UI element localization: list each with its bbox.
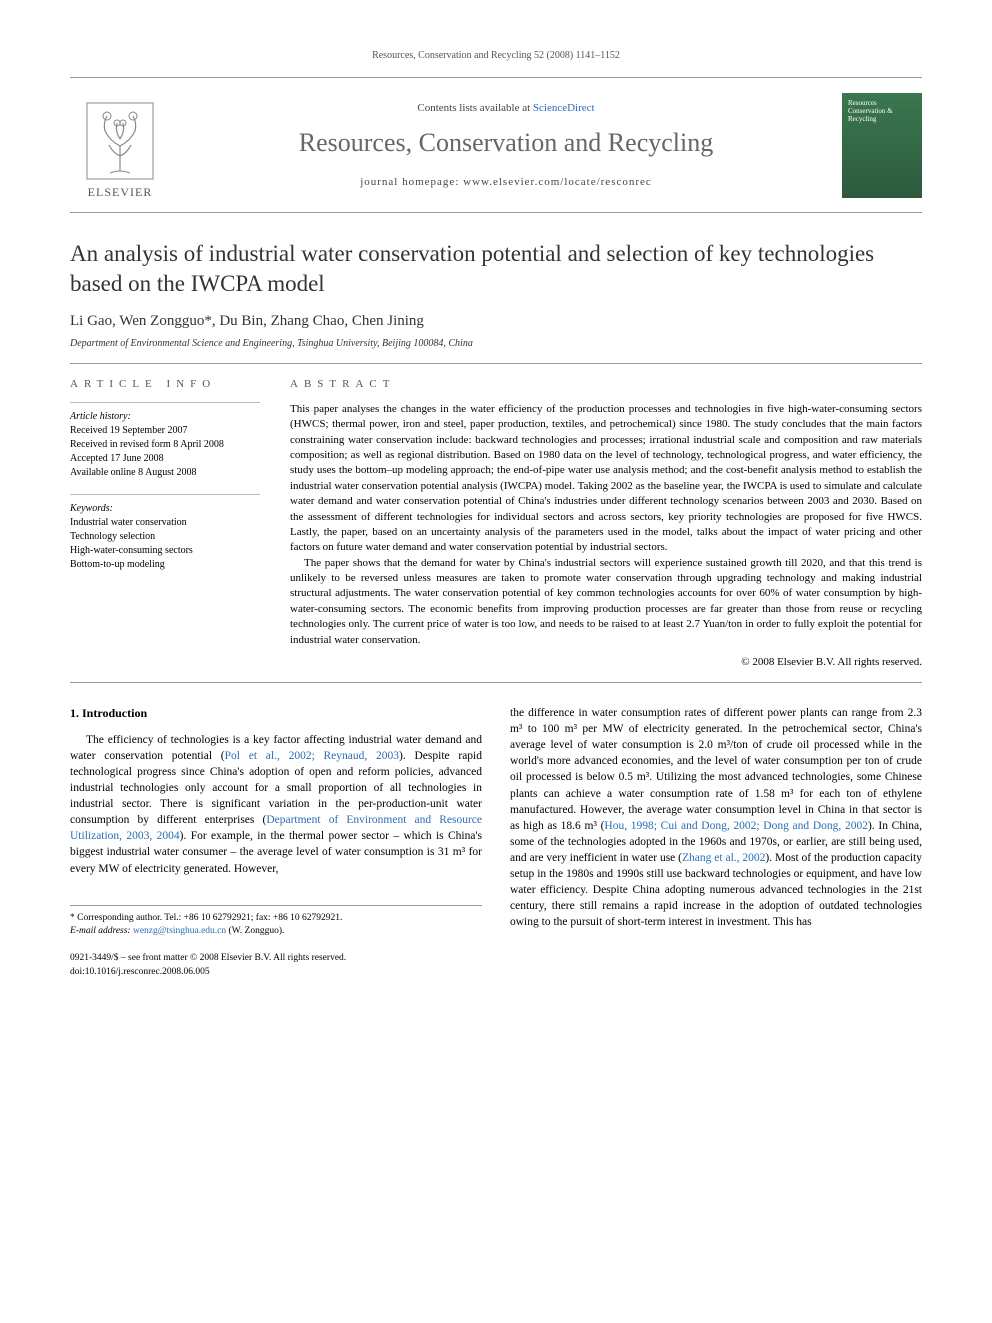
abstract-heading: ABSTRACT (290, 378, 922, 390)
abstract-text: This paper analyses the changes in the w… (290, 402, 922, 648)
cover-line3: Recycling (848, 115, 916, 123)
article-title: An analysis of industrial water conserva… (70, 239, 922, 299)
keyword-1: Industrial water conservation (70, 516, 260, 530)
article-authors: Li Gao, Wen Zongguo*, Du Bin, Zhang Chao… (70, 313, 922, 330)
history-label: Article history: (70, 411, 260, 422)
journal-name: Resources, Conservation and Recycling (188, 128, 824, 158)
masthead-center: Contents lists available at ScienceDirec… (188, 102, 824, 188)
body-columns: 1. Introduction The efficiency of techno… (70, 705, 922, 979)
keyword-2: Technology selection (70, 530, 260, 544)
body-col2-paragraph: the difference in water consumption rate… (510, 705, 922, 930)
sciencedirect-link[interactable]: ScienceDirect (533, 102, 595, 114)
cover-line1: Resources (848, 99, 916, 107)
corresponding-author-note: * Corresponding author. Tel.: +86 10 627… (70, 912, 482, 925)
body-col1-paragraph: The efficiency of technologies is a key … (70, 732, 482, 877)
keywords-label: Keywords: (70, 503, 260, 514)
citation-hou-cui-dong[interactable]: Hou, 1998; Cui and Dong, 2002; Dong and … (604, 820, 868, 832)
section-1-heading: 1. Introduction (70, 705, 482, 722)
elsevier-tree-icon (85, 101, 155, 181)
journal-homepage: journal homepage: www.elsevier.com/locat… (188, 176, 824, 188)
publisher-name: ELSEVIER (88, 185, 153, 200)
keywords-block: Keywords: Industrial water conservation … (70, 494, 260, 572)
email-line: E-mail address: wenzg@tsinghua.edu.cn (W… (70, 925, 482, 938)
email-label: E-mail address: (70, 926, 133, 936)
header-rule-bottom (70, 212, 922, 213)
abstract-copyright: © 2008 Elsevier B.V. All rights reserved… (290, 656, 922, 668)
journal-cover-thumbnail: Resources Conservation & Recycling (842, 93, 922, 198)
citation-zhang[interactable]: Zhang et al., 2002 (682, 852, 765, 864)
article-info-heading: ARTICLE INFO (70, 378, 260, 390)
abstract-p1: This paper analyses the changes in the w… (290, 402, 922, 556)
history-accepted: Accepted 17 June 2008 (70, 452, 260, 466)
footer-line-2: doi:10.1016/j.resconrec.2008.06.005 (70, 966, 482, 979)
body-column-left: 1. Introduction The efficiency of techno… (70, 705, 482, 979)
publisher-logo: ELSEVIER (70, 90, 170, 200)
keyword-3: High-water-consuming sectors (70, 544, 260, 558)
article-history-block: Article history: Received 19 September 2… (70, 402, 260, 480)
page-container: Resources, Conservation and Recycling 52… (0, 0, 992, 1019)
contents-line: Contents lists available at ScienceDirec… (188, 102, 824, 114)
article-affiliation: Department of Environmental Science and … (70, 338, 922, 349)
corresponding-email-link[interactable]: wenzg@tsinghua.edu.cn (133, 926, 226, 936)
article-info-column: ARTICLE INFO Article history: Received 1… (70, 364, 260, 682)
abstract-p2: The paper shows that the demand for wate… (290, 556, 922, 648)
footnotes-block: * Corresponding author. Tel.: +86 10 627… (70, 905, 482, 939)
cover-line2: Conservation & (848, 107, 916, 115)
footer-bar: 0921-3449/$ – see front matter © 2008 El… (70, 952, 482, 979)
history-revised: Received in revised form 8 April 2008 (70, 438, 260, 452)
body-column-right: the difference in water consumption rate… (510, 705, 922, 979)
contents-prefix: Contents lists available at (417, 102, 532, 114)
running-header: Resources, Conservation and Recycling 52… (70, 50, 922, 61)
body-text-2a: the difference in water consumption rate… (510, 707, 922, 832)
masthead: ELSEVIER Contents lists available at Sci… (70, 78, 922, 212)
abstract-column: ABSTRACT This paper analyses the changes… (290, 364, 922, 682)
footer-line-1: 0921-3449/$ – see front matter © 2008 El… (70, 952, 482, 965)
history-online: Available online 8 August 2008 (70, 466, 260, 480)
keyword-4: Bottom-to-up modeling (70, 558, 260, 572)
citation-pol-reynaud[interactable]: Pol et al., 2002; Reynaud, 2003 (225, 750, 399, 762)
history-received: Received 19 September 2007 (70, 424, 260, 438)
email-suffix: (W. Zongguo). (226, 926, 284, 936)
info-abstract-container: ARTICLE INFO Article history: Received 1… (70, 363, 922, 683)
